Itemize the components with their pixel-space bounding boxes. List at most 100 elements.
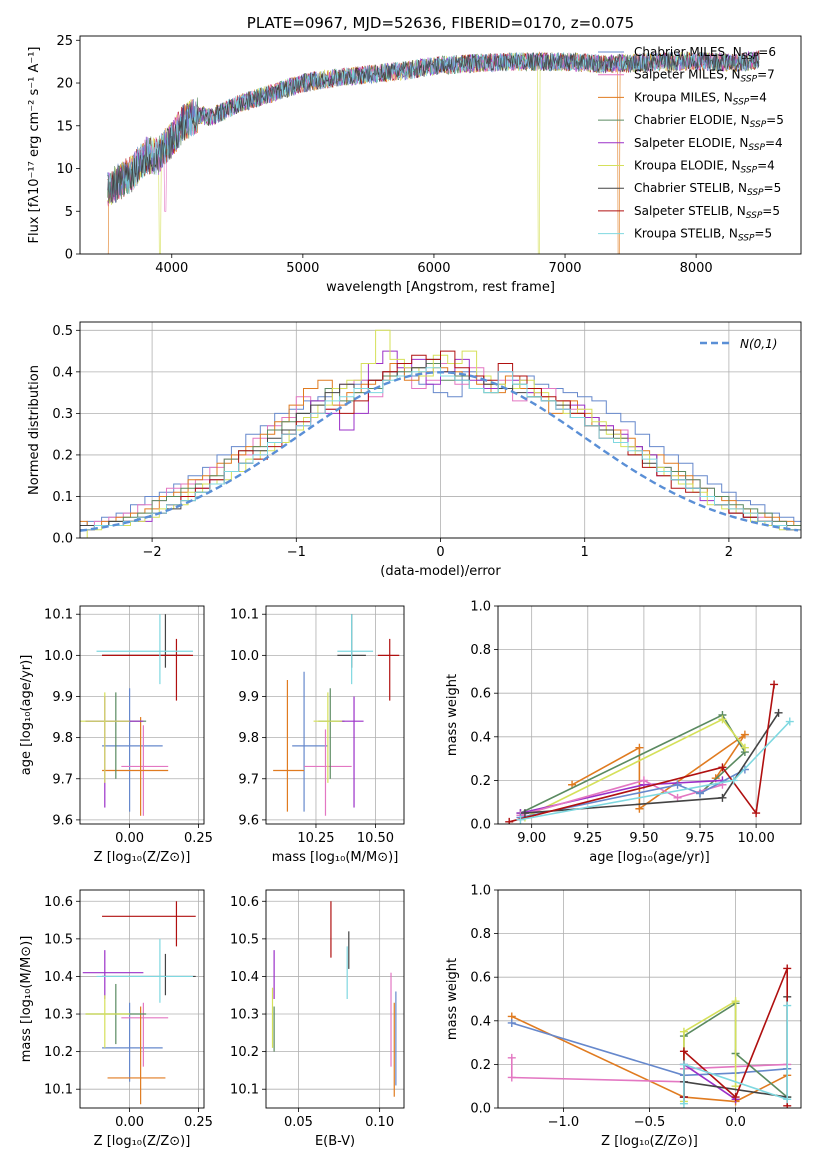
y-tick-label: 0.2 (470, 1058, 491, 1073)
y-tick-label: 0.0 (470, 818, 491, 833)
x-tick-label: −2 (143, 545, 162, 560)
y-tick-label: 9.9 (238, 690, 259, 705)
mass-weight-marker (731, 1093, 740, 1102)
legend-nssp: 4 (767, 159, 775, 173)
legend-entry: Salpeter ELODIE, NSSP=4 (634, 136, 783, 153)
mass-weight-marker (673, 780, 682, 789)
x-tick-label: 1 (581, 545, 589, 560)
y-tick-label: 0.0 (470, 1102, 491, 1117)
mass-weight-marker (505, 817, 514, 824)
legend-subscript: SSP (738, 234, 755, 244)
x-tick-label: 8000 (680, 261, 713, 276)
mass-weight-marker (731, 997, 740, 1006)
x-axis-label: E(B-V) (315, 1134, 355, 1149)
y-tick-label: 1.0 (470, 884, 491, 899)
y-tick-label: 10.5 (230, 932, 259, 947)
chart-age-vs-Z: 0.00 0.25 9.6 9.7 9.8 9.9 10.0 10.1 Z [log₁₀(Z/Z… (19, 605, 213, 865)
histogram-step (80, 350, 801, 538)
legend-subscript: SSP (741, 75, 758, 85)
legend-nssp: 6 (768, 45, 776, 59)
legend-model: Kroupa STELIB (634, 227, 721, 241)
plot-area (505, 680, 794, 824)
x-axis-label: mass [log₁₀(M/M⊙)] (272, 850, 399, 865)
y-tick-label: 0.4 (470, 730, 491, 745)
x-tick-label: 10.00 (738, 831, 775, 846)
chart-mass-weight-vs-age: 9.00 9.25 9.50 9.75 10.00 0.0 0.2 0.4 0.6 0.8 1.0 a… (445, 600, 802, 865)
y-axis-label: age [log₁₀(age/yr)] (19, 655, 34, 776)
chart-mass-weight-vs-Z: −1.0 −0.5 0.0 0.0 0.2 0.4 0.6 0.8 1.0 Z [log₁₀(Z/… (445, 884, 802, 1149)
legend-entry: Salpeter MILES, NSSP=7 (634, 68, 775, 85)
legend-subscript: SSP (747, 188, 764, 198)
legend-model: Salpeter MILES (634, 68, 724, 82)
y-tick-label: 9.8 (52, 731, 73, 746)
legend-nssp: 5 (772, 204, 780, 218)
y-tick-label: 0.3 (52, 407, 73, 422)
axes-frame (497, 605, 802, 825)
legend-nssp: 5 (776, 113, 784, 127)
y-tick-label: 9.9 (52, 690, 73, 705)
x-tick-label: 5000 (286, 261, 319, 276)
x-tick-label: 6000 (417, 261, 450, 276)
x-tick-label: 10.50 (357, 831, 394, 846)
plot-area (107, 50, 760, 254)
legend-gaussian: N(0,1) (740, 337, 777, 351)
legend-nssp: 4 (775, 136, 783, 150)
x-tick-label: 9.25 (573, 831, 602, 846)
x-tick-label: −1.0 (548, 1115, 580, 1130)
mass-weight-marker (718, 793, 727, 802)
legend-nssp-prefix: , N (725, 45, 742, 59)
legend-entry: Kroupa MILES, NSSP=4 (634, 90, 767, 107)
legend-eq: = (758, 45, 768, 59)
legend-entry: Chabrier ELODIE, NSSP=5 (634, 113, 784, 130)
legend-entry: Salpeter STELIB, NSSP=5 (634, 204, 780, 221)
y-tick-label: 5 (65, 205, 73, 220)
x-axis-label: wavelength [Angstrom, rest frame] (326, 280, 555, 295)
legend-eq: = (754, 227, 764, 241)
x-tick-label: 0.25 (184, 831, 213, 846)
histogram-step (80, 371, 801, 526)
y-tick-label: 0.8 (470, 927, 491, 942)
y-tick-label: 0.2 (470, 774, 491, 789)
legend-subscript: SSP (742, 52, 759, 62)
mass-weight-marker (770, 680, 779, 689)
axes-frame (265, 889, 405, 1109)
plot-area (507, 964, 792, 1108)
y-tick-label: 0.6 (470, 687, 491, 702)
mass-weight-marker (740, 743, 749, 752)
legend-subscript: SSP (741, 166, 758, 176)
mass-weight-line (683, 1005, 788, 1104)
legend-eq: = (766, 113, 776, 127)
x-tick-label: 9.75 (686, 831, 715, 846)
chart-age-vs-mass: 10.25 10.50 9.6 9.7 9.8 9.9 10.0 10.1 mass [log₁… (230, 605, 405, 865)
mass-weight-marker (507, 1073, 516, 1082)
y-tick-label: 10.6 (44, 895, 73, 910)
axes-frame (265, 605, 405, 825)
spectrum-line (107, 51, 760, 254)
y-tick-label: 0.1 (52, 490, 73, 505)
mass-weight-marker (774, 708, 783, 717)
x-tick-label: 0.10 (365, 1115, 394, 1130)
axes-frame (79, 321, 802, 539)
x-tick-label: 0.00 (115, 831, 144, 846)
legend-eq: = (764, 181, 774, 195)
mass-weight-marker (679, 1060, 688, 1069)
legend-nssp-prefix: , N (724, 68, 741, 82)
spectrum-line (107, 52, 760, 254)
x-tick-label: 7000 (548, 261, 581, 276)
mass-weight-line (524, 718, 746, 819)
mass-weight-marker (679, 1047, 688, 1056)
x-tick-label: 2 (725, 545, 733, 560)
x-tick-label: −0.5 (634, 1115, 666, 1130)
x-tick-label: 0.0 (725, 1115, 746, 1130)
histogram-step (80, 363, 801, 526)
plot-area (80, 614, 193, 816)
axes-frame (79, 605, 205, 825)
mass-weight-marker (785, 717, 794, 726)
legend-nssp: 5 (774, 181, 782, 195)
legend-nssp-prefix: , N (730, 181, 747, 195)
y-tick-label: 10.1 (230, 608, 259, 623)
y-tick-label: 9.7 (52, 772, 73, 787)
y-tick-label: 10.2 (230, 1045, 259, 1060)
x-tick-label: 10.25 (297, 831, 334, 846)
legend-nssp-prefix: , N (721, 227, 738, 241)
